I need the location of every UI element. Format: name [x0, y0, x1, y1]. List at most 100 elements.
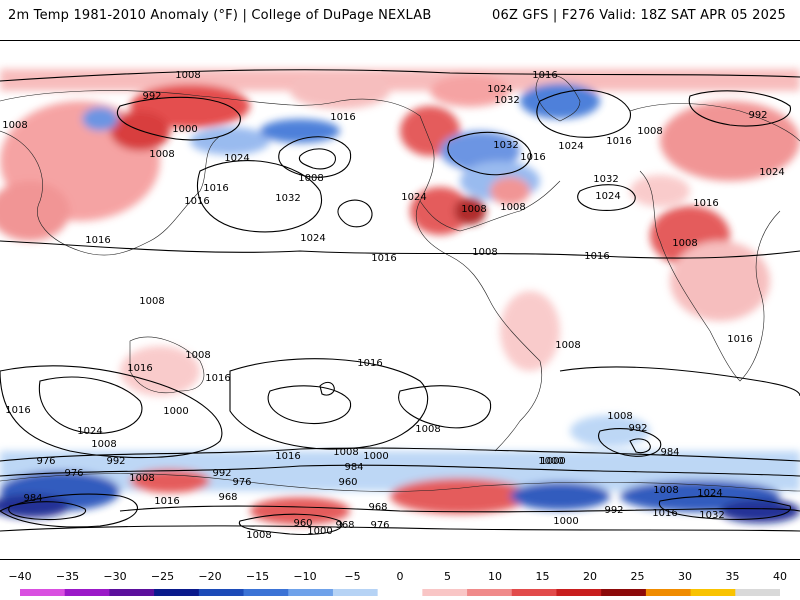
color-scale-bar [20, 589, 780, 596]
isobar-label: 1016 [584, 251, 609, 262]
isobar-label: 1032 [494, 95, 519, 106]
isobar-label: 992 [748, 110, 767, 121]
isobar-label: 1008 [333, 447, 358, 458]
isobar-label: 1008 [129, 473, 154, 484]
isobar-label: 1016 [652, 508, 677, 519]
isobar-label: 1024 [224, 153, 249, 164]
isobar-label: 992 [604, 505, 623, 516]
isobar-label: 992 [142, 91, 161, 102]
isobar-label: 1024 [759, 167, 784, 178]
isobar-label: 1008 [2, 120, 27, 131]
color-scale-tick-label: −35 [55, 570, 80, 583]
isobar-label: 1000 [172, 124, 197, 135]
isobar-label: 968 [368, 502, 387, 513]
isobar-label: 976 [232, 477, 251, 488]
color-scale-tick-label: 15 [535, 570, 550, 583]
isobar-label: 1008 [500, 202, 525, 213]
isobar-labels: 1008 1016 992 1024 1032 1008 1000 1008 1… [2, 70, 784, 541]
color-scale-tick-label: −30 [103, 570, 127, 583]
color-scale-tick-label: 25 [630, 570, 645, 583]
isobar-label: 968 [335, 520, 354, 531]
isobar-label: 976 [64, 468, 83, 479]
color-scale-swatch [377, 589, 423, 596]
isobar-label: 1000 [163, 406, 188, 417]
isobar-label: 992 [212, 468, 231, 479]
isobar-label: 1016 [606, 136, 631, 147]
color-scale-tick-label: 0 [396, 570, 404, 583]
isobar-label: 1008 [91, 439, 116, 450]
color-scale-swatch [690, 589, 736, 596]
weather-map[interactable]: 1008 1016 992 1024 1032 1008 1000 1008 1… [0, 40, 800, 560]
isobar-label: 1000 [538, 456, 563, 467]
color-scale-swatch [735, 589, 780, 596]
isobar-label: 1024 [697, 488, 722, 499]
isobar-label: 1008 [175, 70, 200, 81]
isobar-label: 960 [338, 477, 357, 488]
isobar-label: 1000 [363, 451, 388, 462]
color-scale-swatch [64, 589, 110, 596]
color-scale-swatch [109, 589, 155, 596]
isobar-label: 1024 [595, 191, 620, 202]
color-scale-swatch [601, 589, 647, 596]
isobar-label: 984 [344, 462, 363, 473]
isobar-label: 1016 [727, 334, 752, 345]
isobar-label: 1032 [699, 510, 724, 521]
color-scale-tick-label: −25 [150, 570, 175, 583]
isobar-label: 1008 [637, 126, 662, 137]
isobar-label: 1024 [300, 233, 325, 244]
isobar-label: 1016 [5, 405, 30, 416]
map-title: 2m Temp 1981-2010 Anomaly (°F) | College… [8, 8, 432, 23]
isobar-label: 1008 [555, 340, 580, 351]
temperature-anomaly-shading [0, 69, 800, 525]
isobar-label: 1008 [246, 530, 271, 541]
isobar-label: 1024 [487, 84, 512, 95]
color-scale-swatch [154, 589, 200, 596]
isobar-label: 1008 [185, 350, 210, 361]
isobar-label: 1000 [540, 456, 565, 467]
color-scale-tick-label: −40 [8, 570, 32, 583]
isobar-label: 1008 [461, 204, 486, 215]
color-scale-tick-label: 20 [583, 570, 597, 583]
color-scale-swatch [20, 589, 66, 596]
isobar-label: 1016 [371, 253, 396, 264]
isobar-label: 968 [218, 492, 237, 503]
color-scale-swatch [243, 589, 289, 596]
isobar-label: 1016 [275, 451, 300, 462]
color-scale-tick-label: 5 [444, 570, 451, 583]
isobar-label: 1016 [205, 373, 230, 384]
isobar-label: 1000 [553, 516, 578, 527]
isobar-label: 1016 [357, 358, 382, 369]
isobar-label: 1008 [653, 485, 678, 496]
isobar-label: 992 [628, 423, 647, 434]
color-scale-swatch [332, 589, 379, 596]
color-scale-swatch [422, 589, 468, 596]
isobar-label: 1016 [693, 198, 718, 209]
model-run-info: 06Z GFS | F276 Valid: 18Z SAT APR 05 202… [492, 8, 786, 23]
isobar-label: 1032 [275, 193, 300, 204]
isobar-label: 1016 [330, 112, 355, 123]
header: 2m Temp 1981-2010 Anomaly (°F) | College… [0, 0, 800, 36]
isobar-label: 1016 [127, 363, 152, 374]
color-scale-legend: −40 −35 −30 −25 −20 −15 −10 −5 0 5 10 15 20 25 30 35 40 [8, 570, 787, 600]
color-scale-swatch [198, 589, 245, 596]
isobar-label: 1032 [493, 140, 518, 151]
isobar-label: 1008 [472, 247, 497, 258]
isobar-contours [0, 69, 800, 535]
color-scale-swatch [467, 589, 513, 596]
isobar-label: 1008 [139, 296, 164, 307]
isobar-label: 1008 [607, 411, 632, 422]
isobar-label: 1008 [415, 424, 440, 435]
isobar-label: 976 [370, 520, 389, 531]
color-scale-tick-label: −15 [245, 570, 270, 583]
isobar-label: 1016 [520, 152, 545, 163]
isobar-label: 1032 [593, 174, 618, 185]
isobar-label: 1016 [532, 70, 557, 81]
color-scale-tick-label: 35 [725, 570, 740, 583]
color-scale-tick-label: −10 [293, 570, 317, 583]
color-scale-labels: −40 −35 −30 −25 −20 −15 −10 −5 0 5 10 15 20 25 30 35 40 [8, 570, 787, 584]
isobar-label: 1016 [85, 235, 110, 246]
isobar-label: 960 [293, 518, 312, 529]
isobar-label: 976 [36, 456, 55, 467]
color-scale-tick-label: 30 [678, 570, 692, 583]
isobar-label: 1008 [149, 149, 174, 160]
